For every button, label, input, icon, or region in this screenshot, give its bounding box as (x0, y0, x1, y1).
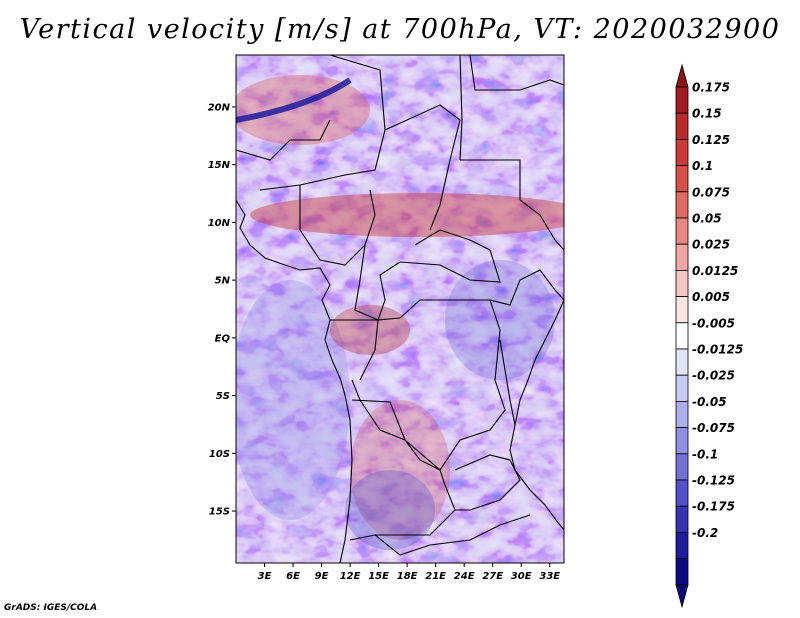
colorbar-segment (675, 191, 689, 219)
lon-tick-label: 15E (368, 571, 389, 582)
lon-tick-label: 27E (482, 571, 503, 582)
colorbar-lower-arrow (675, 584, 689, 609)
colorbar-segment (675, 374, 689, 402)
grads-credit: GrADS: IGES/COLA (4, 603, 98, 613)
colorbar-segment (675, 165, 689, 193)
colorbar-segment (675, 269, 689, 297)
ethiopia-border (519, 199, 564, 251)
country-boundaries (236, 55, 564, 563)
colorbar-label: -0.05 (692, 395, 727, 409)
lat-tick-label: 15S (209, 507, 230, 518)
great-lakes (499, 339, 516, 426)
car-border (399, 229, 501, 283)
colorbar-segment (675, 86, 689, 114)
east-interior-border (489, 269, 564, 306)
colorbar-label: -0.005 (692, 316, 735, 330)
colorbar-segment (675, 322, 689, 350)
libya-egypt-border (459, 55, 463, 161)
colorbar-segment (675, 138, 689, 166)
lat-tick-label: 10S (209, 449, 230, 460)
colorbar-label: 0.0125 (692, 264, 738, 278)
chart-title: Vertical velocity [m/s] at 700hPa, VT: 2… (19, 14, 781, 45)
colorbar-segment (675, 400, 689, 428)
negative-streak-north (236, 77, 352, 123)
colorbar-segment (675, 243, 689, 271)
colorbar-label: -0.125 (692, 474, 735, 488)
lat-tick-label: EQ (215, 333, 231, 344)
colorbar-label: 0.175 (692, 81, 730, 95)
sudan-north-border (460, 159, 521, 200)
lon-tick-label: 3E (258, 571, 272, 582)
zambia-border (454, 454, 521, 511)
colorbar-label: 0.005 (692, 290, 730, 304)
positive-band-sahel (236, 75, 370, 145)
colorbar-label: -0.075 (692, 421, 735, 435)
west-africa-coast (236, 199, 353, 563)
lat-tick-label: 5N (215, 276, 231, 287)
colorbar-segment (675, 296, 689, 324)
negative-patch-ocean (236, 280, 350, 520)
drc-border (351, 299, 506, 471)
colorbar: 0.175 0.15 0.125 0.1 0.075 0.05 0.025 0.0125 0.0… (675, 63, 743, 609)
lon-tick-label: 6E (286, 571, 300, 582)
positive-band-north (250, 193, 564, 237)
lat-tick-label: 10N (208, 218, 231, 229)
velocity-field (236, 55, 564, 563)
colorbar-label: 0.075 (692, 185, 730, 199)
lat-tick-label: 5S (216, 391, 230, 402)
lat-tick-label: 20N (208, 102, 231, 113)
colorbar-segment (675, 217, 689, 245)
congo-gabon-border (330, 319, 379, 381)
lon-tick-label: 33E (539, 571, 560, 582)
lon-tick-label: 30E (511, 571, 532, 582)
colorbar-segment (675, 558, 689, 586)
lon-tick-label: 18E (397, 571, 418, 582)
colorbar-label: -0.025 (692, 369, 735, 383)
lon-tick-label: 24E (454, 571, 475, 582)
colorbar-label: 0.05 (692, 212, 722, 226)
colorbar-label: 0.1 (692, 159, 713, 173)
colorbar-segment (675, 479, 689, 507)
colorbar-segment (675, 112, 689, 140)
positive-patch-congo (330, 305, 410, 355)
colorbar-segment (675, 532, 689, 560)
chad-border (384, 104, 461, 231)
angola-border (349, 399, 456, 541)
colorbar-label: -0.175 (692, 500, 735, 514)
colorbar-label: -0.2 (692, 526, 718, 540)
red-sea-coast (469, 55, 564, 91)
lon-tick-label: 12E (340, 571, 361, 582)
positive-patch-south (350, 400, 450, 540)
colorbar-label: -0.1 (692, 447, 718, 461)
colorbar-segment (675, 348, 689, 376)
colorbar-label: 0.025 (692, 238, 730, 252)
south-border (374, 514, 531, 556)
west-sahel-border (236, 119, 331, 161)
colorbar-segment (675, 453, 689, 481)
map-frame (235, 54, 565, 564)
negative-patch-south (345, 470, 435, 550)
colorbar-segment (675, 505, 689, 533)
colorbar-upper-arrow (675, 63, 689, 88)
colorbar-segment (675, 427, 689, 455)
negative-patch-east (445, 260, 555, 380)
longitude-axis: 3E 6E 9E 12E 15E 18E 21E 24E 27E 30E 33E (258, 563, 560, 582)
latitude-axis: 20N 15N 10N 5N EQ 5S 10S 15S (208, 102, 236, 518)
lat-tick-label: 15N (208, 160, 231, 171)
colorbar-label: 0.15 (692, 107, 722, 121)
nigeria-border (299, 185, 376, 266)
colorbar-label: -0.0125 (692, 343, 743, 357)
lon-tick-label: 21E (425, 571, 446, 582)
colorbar-label: 0.125 (692, 133, 730, 147)
lon-tick-label: 9E (315, 571, 329, 582)
